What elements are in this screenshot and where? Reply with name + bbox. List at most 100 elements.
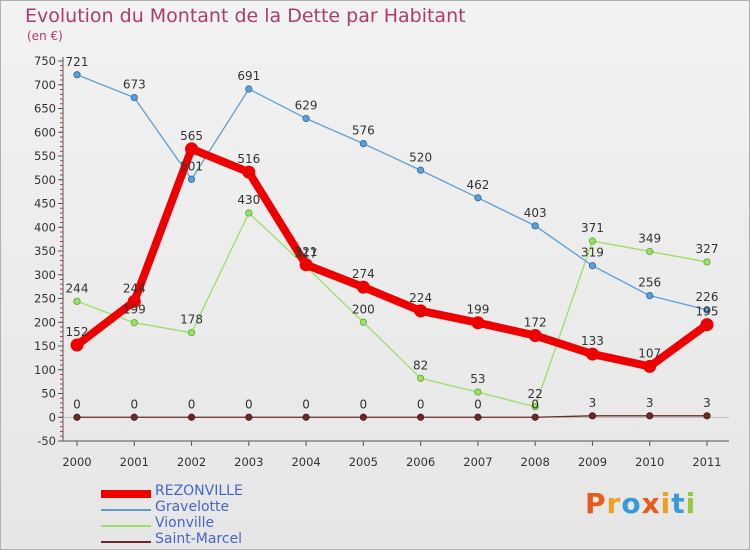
data-label: 172 <box>524 316 547 330</box>
chart-subtitle: (en €) <box>27 29 63 43</box>
y-tick-label: 750 <box>34 54 56 68</box>
y-tick-label: -50 <box>37 434 56 448</box>
data-label: 178 <box>180 313 203 327</box>
logo-letter: x <box>641 487 661 520</box>
data-point <box>703 412 711 420</box>
data-point <box>245 85 253 93</box>
series-line-vionville <box>76 212 708 408</box>
data-point <box>187 175 196 183</box>
data-label: 516 <box>237 152 260 166</box>
y-tick-label: 550 <box>34 149 56 163</box>
data-label: 317 <box>295 247 318 261</box>
legend-swatch <box>101 509 151 511</box>
x-tick-label: 2005 <box>349 455 378 469</box>
data-label: 501 <box>180 159 203 173</box>
x-tick-label: 2003 <box>234 455 263 469</box>
data-label: 82 <box>413 358 428 372</box>
data-label: 673 <box>123 78 146 92</box>
data-label: 244 <box>66 281 89 295</box>
data-point <box>528 329 542 343</box>
y-tick-label: 250 <box>34 292 56 306</box>
data-point <box>359 140 367 148</box>
data-label: 0 <box>531 397 539 411</box>
legend-label: Gravelotte <box>155 499 230 515</box>
logo-letter: i <box>660 487 672 520</box>
data-point <box>130 319 138 327</box>
data-label: 565 <box>180 129 203 143</box>
data-point <box>359 318 367 326</box>
legend-swatch <box>101 490 151 498</box>
data-label: 224 <box>409 291 432 305</box>
data-label: 327 <box>696 242 719 256</box>
y-tick-label: 600 <box>34 125 56 139</box>
data-label: 0 <box>245 397 253 411</box>
y-tick-label: 650 <box>34 102 56 116</box>
data-label: 629 <box>295 98 318 112</box>
data-label: 256 <box>638 276 661 290</box>
x-axis-ticks: 2000 2001 2002 2003 2004 2005 2006 2007 2008 2009… <box>62 441 722 469</box>
legend-swatch <box>101 525 151 527</box>
data-label: 152 <box>66 325 89 339</box>
data-point <box>73 297 81 305</box>
data-label: 321 <box>295 245 318 259</box>
data-point <box>585 347 599 361</box>
data-label: 244 <box>123 281 146 295</box>
proxiti-logo: Proxiti <box>585 487 696 520</box>
x-tick-label: 2011 <box>692 455 721 469</box>
y-tick-label: 700 <box>34 78 56 92</box>
data-point <box>127 294 141 308</box>
data-point <box>245 209 253 217</box>
data-point <box>703 258 711 266</box>
data-label: 107 <box>638 346 661 360</box>
y-tick-label: 500 <box>34 173 56 187</box>
data-point <box>185 142 199 156</box>
logo-letter: o <box>621 487 642 520</box>
data-label: 53 <box>470 372 485 386</box>
data-point <box>646 292 654 300</box>
data-label: 0 <box>73 397 81 411</box>
legend-swatch <box>101 541 151 543</box>
x-tick-label: 2007 <box>463 455 492 469</box>
data-point <box>703 306 711 314</box>
legend-label: REZONVILLE <box>155 483 243 499</box>
data-label: 0 <box>474 397 482 411</box>
y-tick-label: 200 <box>34 315 56 329</box>
data-label: 3 <box>646 396 654 410</box>
data-label: 274 <box>352 267 375 281</box>
data-point <box>588 412 597 420</box>
data-point <box>588 262 597 270</box>
data-point <box>531 403 539 411</box>
x-tick-label: 2009 <box>578 455 607 469</box>
x-tick-label: 2002 <box>177 455 206 469</box>
data-label: 319 <box>581 246 604 260</box>
data-label: 0 <box>130 397 138 411</box>
data-point <box>242 165 256 179</box>
x-tick-label: 2000 <box>62 455 91 469</box>
data-point <box>417 413 425 421</box>
y-tick-label: 150 <box>34 339 56 353</box>
data-label: 195 <box>696 305 719 319</box>
data-point <box>359 413 367 421</box>
data-point <box>130 413 138 421</box>
series-lines <box>73 74 711 418</box>
data-label: 0 <box>302 397 310 411</box>
y-tick-label: 100 <box>34 363 56 377</box>
data-labels: 0 0 0 0 0 0 0 0 0 3 3 3 244 199 178 430 317 200 82 53 22 371 3… <box>66 55 719 411</box>
data-point <box>356 280 370 294</box>
logo-letter: r <box>606 487 622 520</box>
x-tick-label: 2008 <box>521 455 550 469</box>
data-label: 430 <box>237 193 260 207</box>
y-axis-ticks: -50 0 50 100 150 200 250 300 350 400 450 500 550 600 6… <box>34 54 63 448</box>
data-point <box>302 114 310 123</box>
data-label: 226 <box>696 290 719 304</box>
data-point <box>245 413 253 421</box>
data-point <box>474 413 482 421</box>
data-point <box>471 316 485 330</box>
data-label: 520 <box>409 150 432 164</box>
data-label: 403 <box>524 206 547 220</box>
data-point <box>130 93 138 102</box>
data-point <box>417 166 425 174</box>
data-point <box>588 237 597 245</box>
